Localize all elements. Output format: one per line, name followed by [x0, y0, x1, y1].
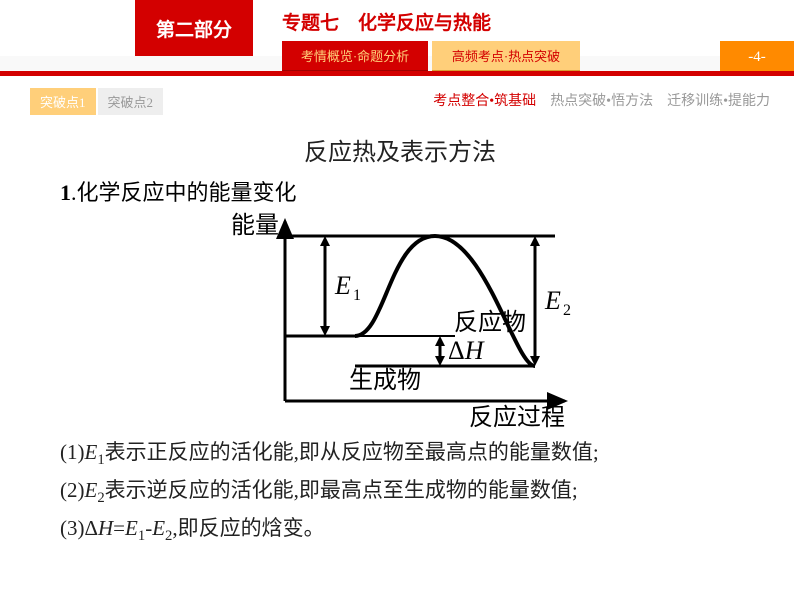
- content-h1: 1.化学反应中的能量变化: [60, 175, 740, 207]
- line-p1: (1)E1表示正反应的活化能,即从反应物至最高点的能量数值;: [60, 435, 740, 473]
- rightnav-2[interactable]: 热点突破•悟方法: [550, 90, 653, 110]
- svg-text:生成物: 生成物: [349, 367, 421, 394]
- svg-text:反应过程: 反应过程: [469, 404, 565, 429]
- h1-text: .化学反应中的能量变化: [71, 180, 297, 205]
- h1-num: 1: [60, 180, 71, 205]
- svg-text:反应物: 反应物: [454, 309, 526, 336]
- line-p2: (2)E2表示逆反应的活化能,即最高点至生成物的能量数值;: [60, 473, 740, 511]
- content-title: 反应热及表示方法: [60, 132, 740, 167]
- energy-diagram: 能量反应过程E1E2ΔH反应物生成物: [60, 211, 740, 429]
- topic-title: 专题七 化学反应与热能: [282, 8, 491, 35]
- sub-tabs: 突破点1 突破点2: [30, 88, 163, 115]
- top-tabs: 考情概览·命题分析 高频考点·热点突破: [282, 41, 580, 73]
- part-label: 第二部分: [135, 0, 253, 56]
- tab-hotspots[interactable]: 高频考点·热点突破: [432, 41, 580, 73]
- svg-text:2: 2: [563, 302, 571, 319]
- svg-text:能量: 能量: [231, 212, 279, 239]
- subtab-1[interactable]: 突破点1: [30, 88, 96, 115]
- energy-profile-svg: 能量反应过程E1E2ΔH反应物生成物: [215, 211, 585, 429]
- subtab-2[interactable]: 突破点2: [98, 88, 164, 115]
- line-p3: (3)ΔH=E1-E2,即反应的焓变。: [60, 511, 740, 549]
- main-content: 反应热及表示方法 1.化学反应中的能量变化 能量反应过程E1E2ΔH反应物生成物…: [60, 132, 740, 550]
- svg-text:E: E: [544, 286, 561, 315]
- page-indicator: -4-: [720, 41, 794, 73]
- rightnav-1[interactable]: 考点整合•筑基础: [433, 90, 536, 110]
- right-nav: 考点整合•筑基础 热点突破•悟方法 迁移训练•提能力: [433, 90, 770, 110]
- rightnav-3[interactable]: 迁移训练•提能力: [667, 90, 770, 110]
- tab-overview[interactable]: 考情概览·命题分析: [282, 41, 428, 73]
- svg-text:E: E: [334, 271, 351, 300]
- svg-text:1: 1: [353, 287, 361, 304]
- divider-bar: [0, 71, 794, 76]
- body-text: (1)E1表示正反应的活化能,即从反应物至最高点的能量数值; (2)E2表示逆反…: [60, 435, 740, 550]
- svg-text:ΔH: ΔH: [448, 336, 485, 365]
